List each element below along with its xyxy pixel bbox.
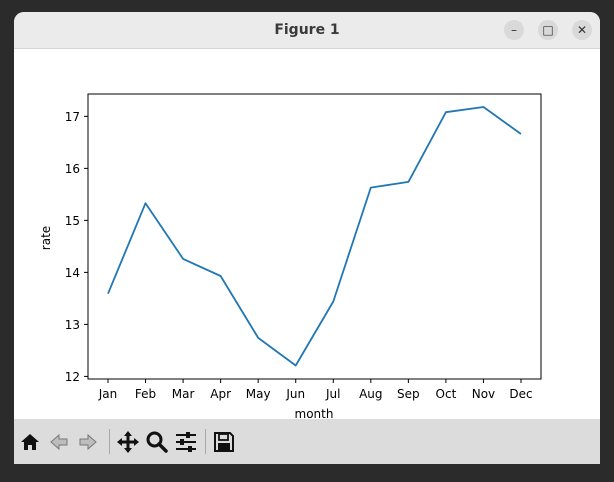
forward-button[interactable] xyxy=(75,429,101,455)
pan-move-icon xyxy=(117,431,139,453)
y-tick-label: 16 xyxy=(65,162,80,176)
home-icon xyxy=(21,434,39,450)
minimize-button[interactable]: – xyxy=(504,20,524,40)
x-tick-label: Nov xyxy=(472,387,495,401)
back-button[interactable] xyxy=(46,429,72,455)
x-tick-label: Jul xyxy=(325,387,340,401)
x-tick-label: Sep xyxy=(397,387,420,401)
x-tick-label: Dec xyxy=(509,387,532,401)
x-tick-label: Mar xyxy=(172,387,195,401)
pan-button[interactable] xyxy=(115,429,141,455)
line-chart: 12 13 14 15 16 17 Jan Feb Mar Apr May Jun Jul Aug Sep… xyxy=(39,93,542,421)
close-button[interactable]: ✕ xyxy=(572,20,592,40)
figure-window: Figure 1 – □ ✕ 12 13 14 15 16 17 Jan Feb Mar Apr… xyxy=(14,12,600,464)
title-bar[interactable]: Figure 1 – □ ✕ xyxy=(14,12,600,49)
x-tick-label: Feb xyxy=(135,387,156,401)
save-button[interactable] xyxy=(211,429,237,455)
x-tick-label: Oct xyxy=(436,387,457,401)
zoom-magnifier-icon xyxy=(146,431,168,453)
configure-subplots-button[interactable] xyxy=(173,429,199,455)
toolbar xyxy=(14,419,600,464)
home-button[interactable] xyxy=(17,429,43,455)
series-line xyxy=(107,106,522,367)
back-arrow-icon xyxy=(50,433,68,451)
x-tick-label: Jun xyxy=(285,387,305,401)
x-tick-label: Aug xyxy=(359,387,382,401)
maximize-button[interactable]: □ xyxy=(538,20,558,40)
save-disk-icon xyxy=(214,432,234,452)
y-tick-label: 15 xyxy=(65,214,80,228)
configure-subplots-icon xyxy=(176,432,196,452)
y-tick-label: 17 xyxy=(65,110,80,124)
plot-area xyxy=(87,93,542,380)
toolbar-separator xyxy=(109,429,110,454)
figure-canvas: 12 13 14 15 16 17 Jan Feb Mar Apr May Jun Jul Aug Sep… xyxy=(14,49,600,421)
y-tick-label: 12 xyxy=(65,370,80,384)
forward-arrow-icon xyxy=(79,433,97,451)
toolbar-separator xyxy=(205,429,206,454)
x-axis-label: month xyxy=(295,407,334,419)
zoom-button[interactable] xyxy=(144,429,170,455)
y-tick-label: 14 xyxy=(65,266,80,280)
window-title: Figure 1 xyxy=(274,22,340,38)
y-axis-label: rate xyxy=(39,226,53,250)
x-tick-label: May xyxy=(246,387,271,401)
y-tick-label: 13 xyxy=(65,318,80,332)
x-tick-label: Apr xyxy=(210,387,231,401)
x-tick-label: Jan xyxy=(98,387,118,401)
